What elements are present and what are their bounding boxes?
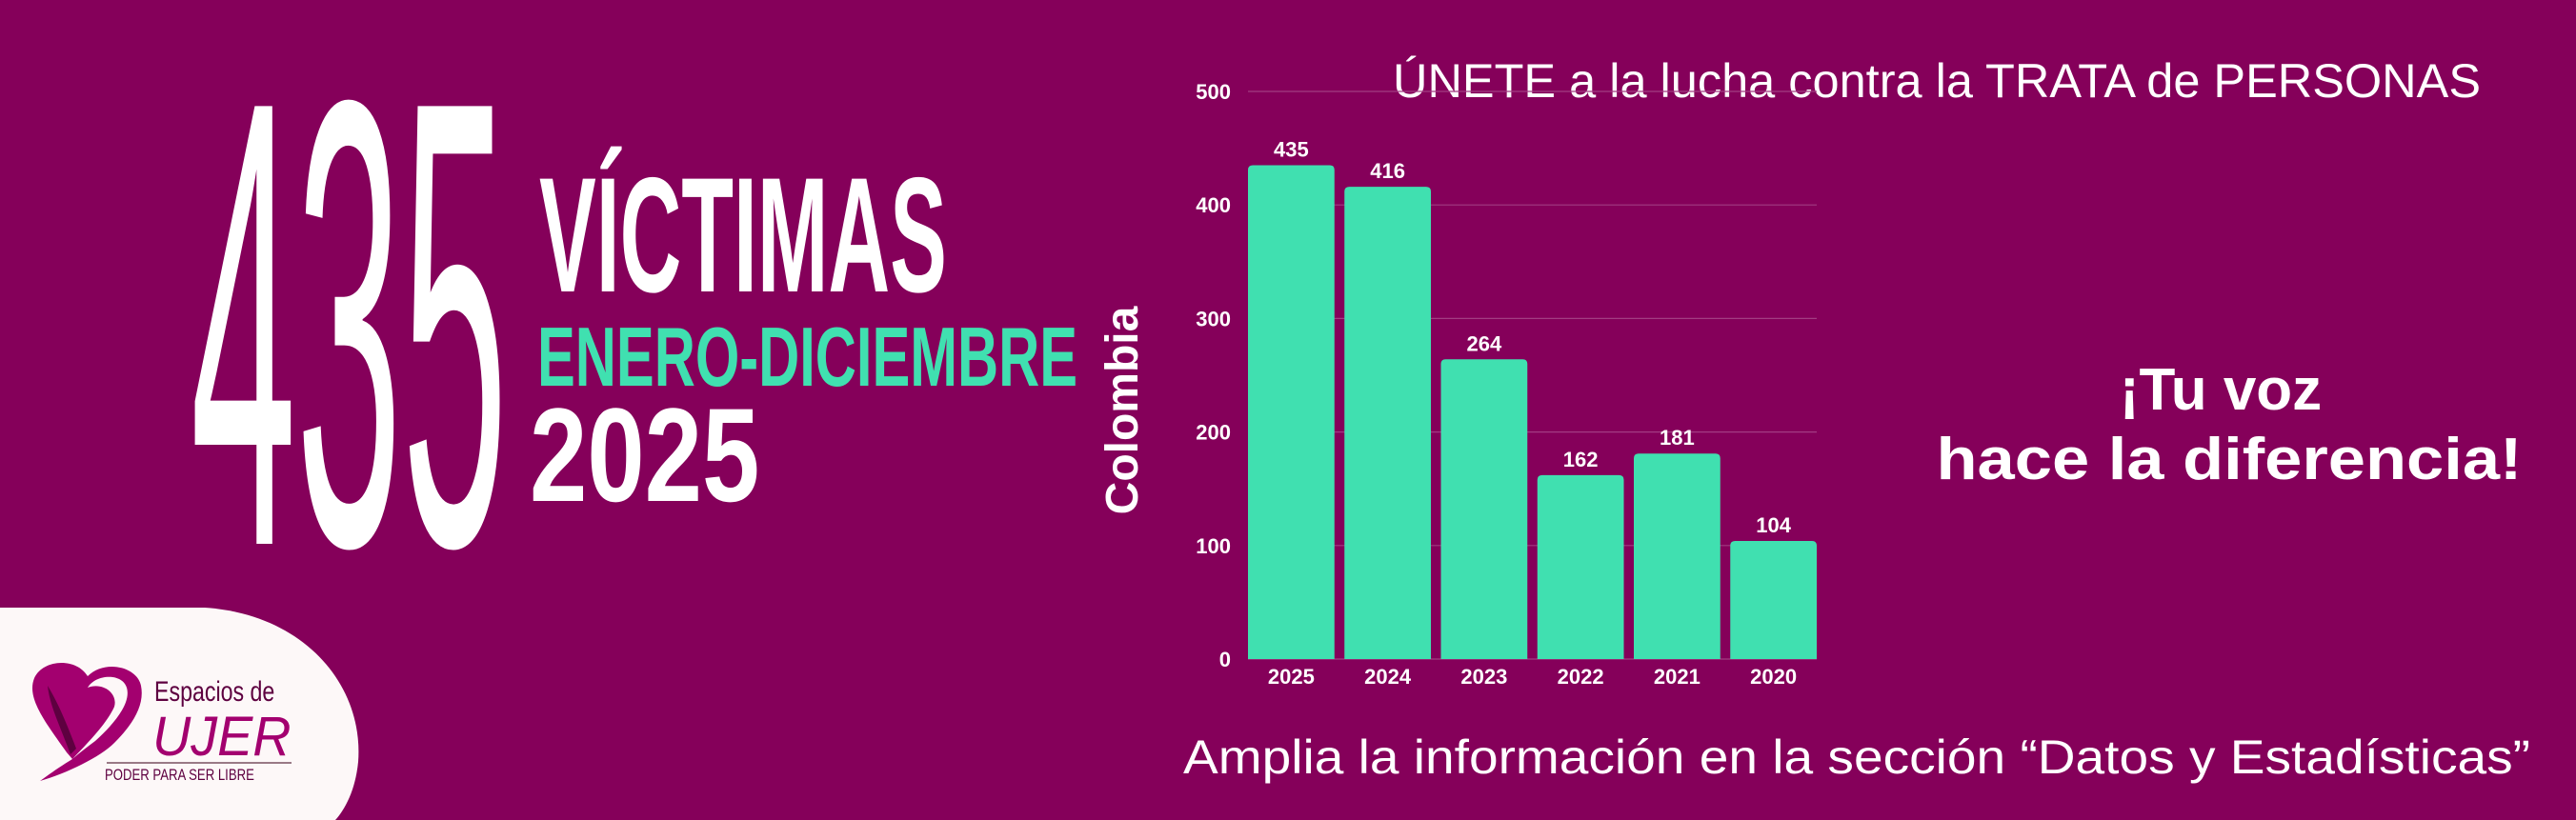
- bottom-info-link[interactable]: Amplia la información en la sección “Dat…: [1183, 730, 2530, 784]
- year-label: 2025: [530, 380, 760, 530]
- bar: [1537, 474, 1624, 659]
- x-tick-label: 2021: [1654, 665, 1701, 689]
- bar-chart: 0 100 200 300 400 500 435 2025 416 2024 264 2023 162…: [1196, 80, 1817, 689]
- victims-label: VÍCTIMAS: [539, 144, 947, 327]
- data-label: 162: [1563, 448, 1599, 471]
- heart-icon: [32, 662, 142, 781]
- period-label: ENERO-DICIEMBRE: [537, 310, 1078, 404]
- x-tick-label: 2023: [1460, 665, 1507, 689]
- y-tick-label: 100: [1196, 534, 1231, 558]
- victim-count: 435: [191, 0, 508, 679]
- y-tick-label: 400: [1196, 193, 1231, 217]
- bar: [1248, 165, 1335, 660]
- side-text-line1: ¡Tu voz: [2120, 357, 2322, 423]
- logo-tagline: PODER PARA SER LIBRE: [105, 766, 254, 784]
- y-tick-label: 200: [1196, 421, 1231, 445]
- side-text-line2: hace la diferencia!: [1937, 427, 2523, 492]
- y-axis-label: Colombia: [1097, 306, 1148, 514]
- logo-background: [0, 608, 359, 820]
- logo-line1: Espacios de: [154, 676, 275, 708]
- x-tick-label: 2025: [1268, 665, 1315, 689]
- y-tick-label: 500: [1196, 80, 1231, 104]
- x-tick-label: 2020: [1750, 665, 1797, 689]
- logo: [0, 608, 359, 820]
- data-label: 416: [1370, 159, 1405, 183]
- x-tick-label: 2024: [1364, 665, 1412, 689]
- y-tick-label: 0: [1219, 648, 1231, 671]
- logo-line2: UJER: [152, 706, 292, 768]
- x-tick-label: 2022: [1558, 665, 1604, 689]
- y-tick-label: 300: [1196, 307, 1231, 330]
- data-label: 264: [1467, 331, 1502, 355]
- data-label: 104: [1756, 513, 1791, 537]
- bar: [1730, 541, 1817, 659]
- top-call-to-action: ÚNETE a la lucha contra la TRATA de PERS…: [1393, 54, 2481, 108]
- bar: [1344, 187, 1431, 660]
- data-label: 181: [1660, 426, 1695, 450]
- bar: [1634, 453, 1721, 659]
- data-label: 435: [1274, 137, 1309, 161]
- bar: [1440, 359, 1528, 659]
